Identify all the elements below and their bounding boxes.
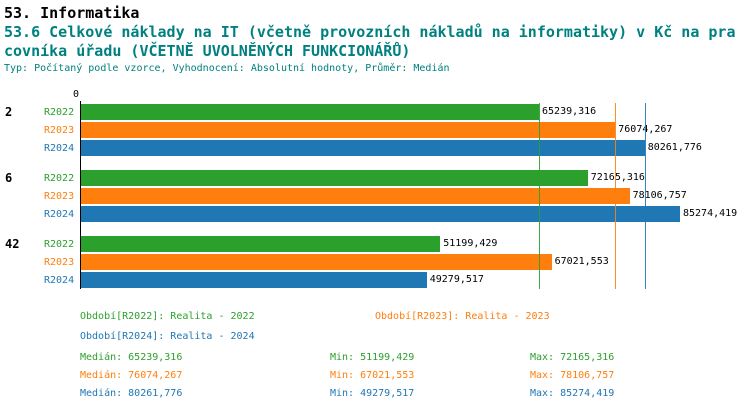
bar-r2023 xyxy=(80,122,616,138)
bar-group-2: 2 R2022 65239,316 R2023 76074,267 R2024 80261,… xyxy=(0,103,750,157)
report-header: 53. Informatika 53.6 Celkové náklady na … xyxy=(0,0,750,77)
stat-min-r2022: Min: 51199,429 xyxy=(330,352,415,363)
bar-value-label: 51199,429 xyxy=(443,238,498,249)
median-line-orange xyxy=(615,103,617,289)
stat-max-r2023: Max: 78106,757 xyxy=(530,370,615,381)
stat-min-r2023: Min: 67021,553 xyxy=(330,370,415,381)
statistics: Medián: 65239,316 Min: 51199,429 Max: 72… xyxy=(80,349,750,403)
axis-zero-label: 0 xyxy=(73,89,80,100)
bar-track: 65239,316 xyxy=(80,104,750,120)
legend-item-r2022: Období[R2022]: Realita - 2022 xyxy=(80,311,255,322)
stat-median-r2023: Medián: 76074,267 xyxy=(80,370,183,381)
bar-value-label: 65239,316 xyxy=(542,106,597,117)
bar-r2022 xyxy=(80,170,588,186)
period-label: R2022 xyxy=(44,106,75,118)
legend-row: Období[R2024]: Realita - 2024 xyxy=(80,327,750,347)
group-label: 42 xyxy=(5,237,20,251)
bar-r2024 xyxy=(80,272,427,288)
bar-row: R2023 78106,757 xyxy=(0,187,750,205)
bar-r2023 xyxy=(80,188,630,204)
bar-row: 6 R2022 72165,316 xyxy=(0,169,750,187)
bar-track: 76074,267 xyxy=(80,122,750,138)
stat-max-r2022: Max: 72165,316 xyxy=(530,352,615,363)
legend: Období[R2022]: Realita - 2022 Období[R20… xyxy=(80,307,750,347)
period-label: R2024 xyxy=(44,274,75,286)
stats-row-r2024: Medián: 80261,776 Min: 49279,517 Max: 85… xyxy=(80,385,750,403)
bar-row: 42 R2022 51199,429 xyxy=(0,235,750,253)
period-label: R2023 xyxy=(44,256,75,268)
bar-group-42: 42 R2022 51199,429 R2023 67021,553 R2024 49279… xyxy=(0,235,750,289)
bar-track: 67021,553 xyxy=(80,254,750,270)
bar-value-label: 72165,316 xyxy=(590,172,645,183)
period-label: R2024 xyxy=(44,208,75,220)
report-section-title: 53. Informatika xyxy=(4,4,140,22)
indicator-title-line2: covníka úřadu (VČETNĚ UVOLNĚNÝCH FUNKCIO… xyxy=(4,42,411,60)
bar-r2022 xyxy=(80,104,540,120)
y-axis-line xyxy=(80,101,81,289)
bar-chart: 0 2 R2022 65239,316 R2023 76074,267 R2024 8026… xyxy=(0,89,750,289)
bar-value-label: 80261,776 xyxy=(647,142,702,153)
bar-track: 72165,316 xyxy=(80,170,750,186)
stat-median-r2022: Medián: 65239,316 xyxy=(80,352,183,363)
bar-track: 78106,757 xyxy=(80,188,750,204)
legend-row: Období[R2022]: Realita - 2022 Období[R20… xyxy=(80,307,750,327)
bar-r2023 xyxy=(80,254,552,270)
period-label: R2023 xyxy=(44,124,75,136)
bar-value-label: 78106,757 xyxy=(632,190,687,201)
legend-item-r2024: Období[R2024]: Realita - 2024 xyxy=(80,331,255,342)
bar-row: R2024 85274,419 xyxy=(0,205,750,223)
median-line-blue xyxy=(644,103,646,289)
period-label: R2022 xyxy=(44,172,75,184)
period-label: R2022 xyxy=(44,238,75,250)
bar-track: 85274,419 xyxy=(80,206,750,222)
indicator-title-line1: 53.6 Celkové náklady na IT (včetně provo… xyxy=(4,23,736,41)
bar-r2022 xyxy=(80,236,441,252)
stat-max-r2024: Max: 85274,419 xyxy=(530,388,615,399)
bar-value-label: 49279,517 xyxy=(429,274,484,285)
bar-r2024 xyxy=(80,140,645,156)
bar-r2024 xyxy=(80,206,680,222)
bar-group-6: 6 R2022 72165,316 R2023 78106,757 R2024 85274,… xyxy=(0,169,750,223)
bar-row: R2023 67021,553 xyxy=(0,253,750,271)
bar-row: 2 R2022 65239,316 xyxy=(0,103,750,121)
bar-row: R2024 49279,517 xyxy=(0,271,750,289)
period-label: R2023 xyxy=(44,190,75,202)
bar-value-label: 85274,419 xyxy=(683,208,738,219)
stat-median-r2024: Medián: 80261,776 xyxy=(80,388,183,399)
group-label: 6 xyxy=(5,171,13,185)
stats-row-r2022: Medián: 65239,316 Min: 51199,429 Max: 72… xyxy=(80,349,750,367)
bar-row: R2024 80261,776 xyxy=(0,139,750,157)
bar-track: 49279,517 xyxy=(80,272,750,288)
period-label: R2024 xyxy=(44,142,75,154)
bar-track: 80261,776 xyxy=(80,140,750,156)
bar-track: 51199,429 xyxy=(80,236,750,252)
legend-item-r2023: Období[R2023]: Realita - 2023 xyxy=(375,311,550,322)
median-line-green xyxy=(539,103,541,289)
group-label: 2 xyxy=(5,105,13,119)
indicator-subtitle: Typ: Počítaný podle vzorce, Vyhodnocení:… xyxy=(4,63,450,74)
stats-row-r2023: Medián: 76074,267 Min: 67021,553 Max: 78… xyxy=(80,367,750,385)
stat-min-r2024: Min: 49279,517 xyxy=(330,388,415,399)
bar-value-label: 67021,553 xyxy=(554,256,609,267)
bar-row: R2023 76074,267 xyxy=(0,121,750,139)
plot-area: 2 R2022 65239,316 R2023 76074,267 R2024 80261,… xyxy=(0,101,750,289)
